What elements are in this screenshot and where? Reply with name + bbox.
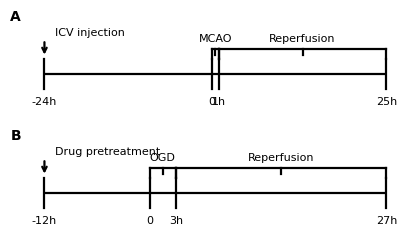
- Text: 0: 0: [146, 216, 153, 226]
- Text: A: A: [10, 10, 21, 24]
- Text: B: B: [10, 129, 21, 143]
- Text: -12h: -12h: [32, 216, 57, 226]
- Text: MCAO: MCAO: [199, 34, 232, 44]
- Text: 1h: 1h: [212, 97, 226, 107]
- Text: Reperfusion: Reperfusion: [269, 34, 336, 44]
- Text: 3h: 3h: [169, 216, 183, 226]
- Text: 25h: 25h: [376, 97, 397, 107]
- Text: ICV injection: ICV injection: [55, 28, 124, 38]
- Text: 0: 0: [208, 97, 215, 107]
- Text: OGD: OGD: [150, 153, 176, 163]
- Text: -24h: -24h: [32, 97, 57, 107]
- Text: Drug pretreatment: Drug pretreatment: [55, 147, 160, 157]
- Text: Reperfusion: Reperfusion: [248, 153, 314, 163]
- Text: 27h: 27h: [376, 216, 397, 226]
